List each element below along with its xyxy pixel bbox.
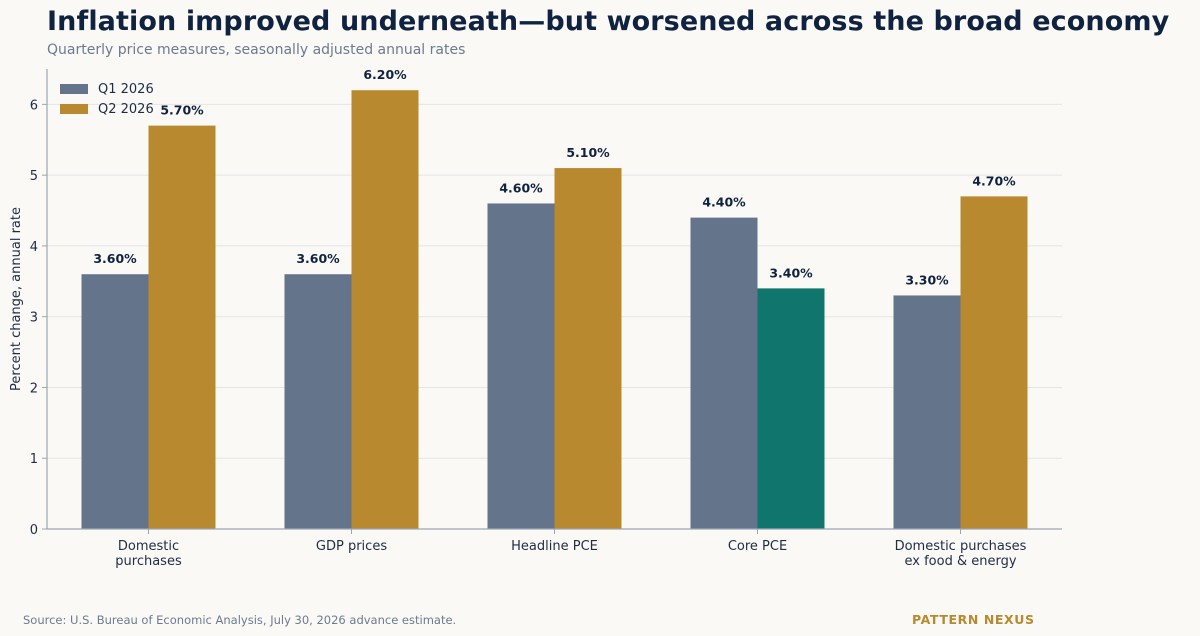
y-tick-label: 5 [30,169,38,184]
x-tick-label: purchases [115,554,182,569]
y-tick-label: 0 [30,523,38,538]
y-tick-label: 6 [30,98,38,113]
bar-value-label: 4.60% [499,180,543,195]
chart-title: Inflation improved underneath—but worsen… [47,6,1170,37]
bar-q2 [554,168,622,530]
x-tick-label: GDP prices [316,539,387,554]
chart-legend: Q1 2026 Q2 2026 [60,79,154,119]
bar-value-label: 5.10% [566,145,610,160]
bar-q2 [148,125,216,529]
legend-item-q1: Q1 2026 [60,79,154,99]
bar-q1 [893,295,961,529]
bar-q1 [690,217,758,529]
bar-q2 [351,90,419,529]
legend-item-q2: Q2 2026 [60,99,154,119]
x-tick-label: ex food & energy [904,554,1016,569]
bar-q1 [284,274,352,529]
legend-swatch-q1 [60,84,88,94]
bar-value-label: 4.40% [702,195,746,210]
bar-q1 [81,274,149,529]
chart-subtitle: Quarterly price measures, seasonally adj… [47,42,466,58]
bar-value-label: 3.60% [296,251,340,266]
legend-label-q2: Q2 2026 [98,101,154,117]
bar-value-label: 4.70% [972,173,1016,188]
bar-value-label: 3.30% [905,272,949,287]
bar-value-label: 3.40% [769,265,813,280]
x-tick-label: Core PCE [728,539,787,554]
brand-logo-text: PATTERN NEXUS [912,612,1035,627]
x-tick-label: Domestic purchases [895,539,1027,554]
y-tick-label: 1 [30,452,38,467]
source-note: Source: U.S. Bureau of Economic Analysis… [23,613,457,627]
x-tick-label: Headline PCE [511,539,598,554]
bar-value-label: 5.70% [160,103,204,118]
bar-q2 [757,288,825,529]
bar-q2 [960,196,1028,529]
x-tick-label: Domestic [118,539,179,554]
legend-swatch-q2 [60,104,88,114]
y-axis-title: Percent change, annual rate [9,207,24,391]
y-tick-label: 4 [30,240,38,255]
bar-value-label: 6.20% [363,67,407,82]
bar-q1 [487,203,555,529]
bar-value-label: 3.60% [93,251,137,266]
legend-label-q1: Q1 2026 [98,81,154,97]
y-tick-label: 3 [30,311,38,326]
y-tick-label: 2 [30,381,38,396]
